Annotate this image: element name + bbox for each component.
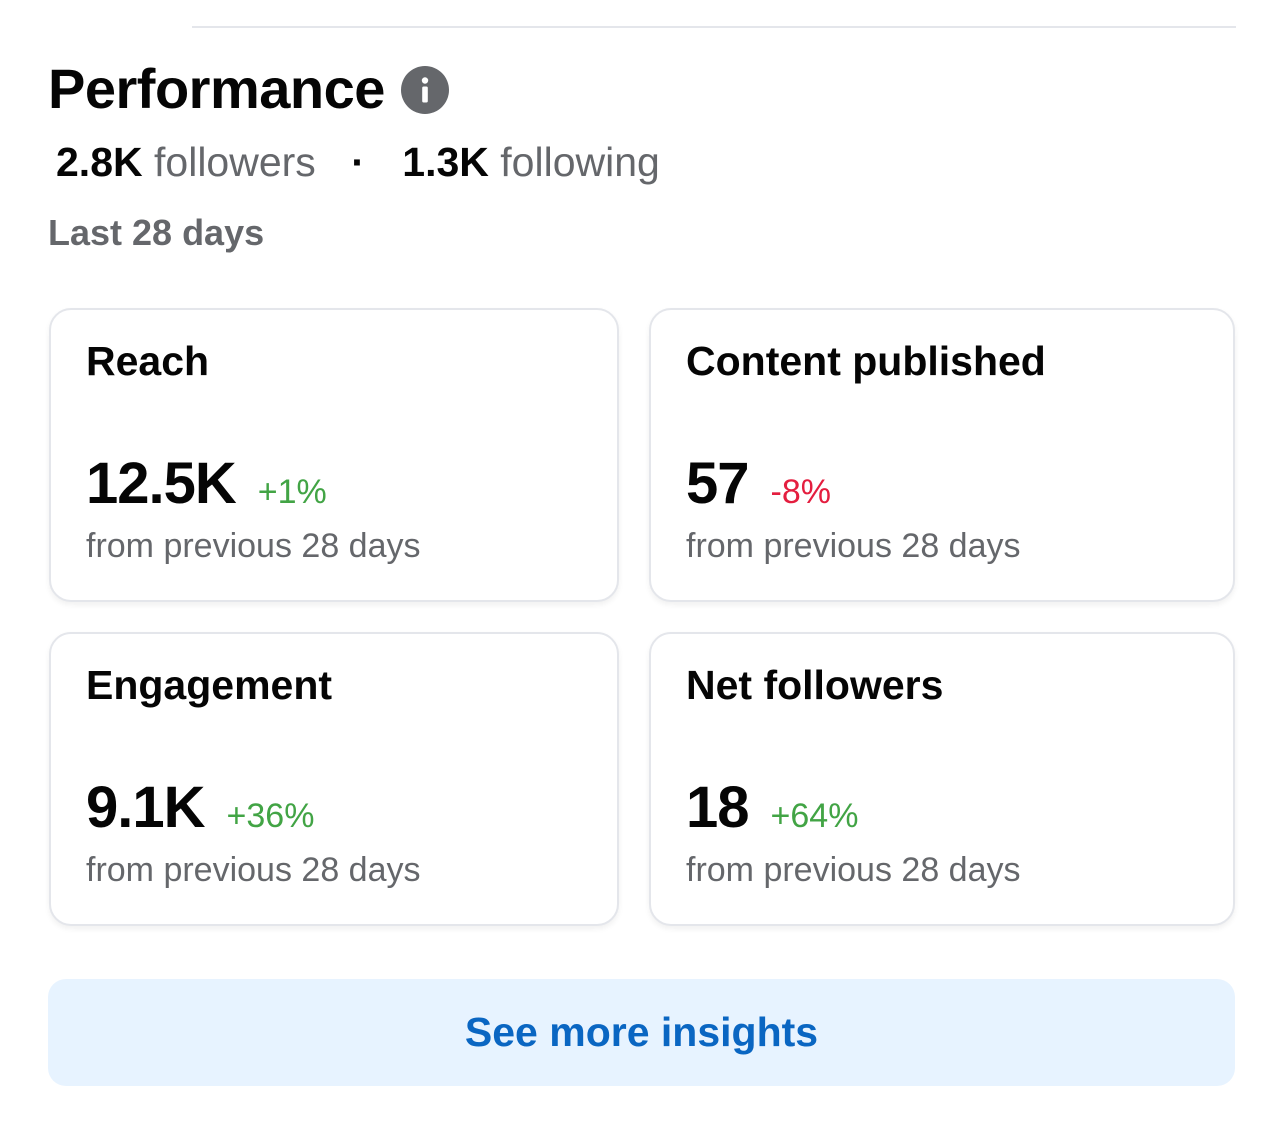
- change-indicator: +64%: [770, 797, 859, 835]
- followers-label: followers: [154, 139, 316, 185]
- card-title: Content published: [686, 338, 1046, 384]
- card-value: 12.5K: [86, 451, 237, 516]
- net-followers-card[interactable]: Net followers 18 +64% from previous 28 d…: [649, 632, 1235, 926]
- followers-count: 2.8K: [56, 139, 143, 185]
- performance-header: Performance: [48, 52, 449, 126]
- change-indicator: +36%: [226, 797, 315, 835]
- card-value: 9.1K: [86, 775, 206, 840]
- card-title: Reach: [86, 338, 210, 384]
- card-subtext: from previous 28 days: [86, 527, 421, 565]
- period-label: Last 28 days: [48, 212, 265, 253]
- card-value-row: 18 +64%: [686, 776, 858, 840]
- card-value-row: 9.1K +36%: [86, 776, 314, 840]
- top-divider: [192, 26, 1236, 28]
- reach-card[interactable]: Reach 12.5K +1% from previous 28 days: [49, 308, 619, 602]
- card-subtext: from previous 28 days: [86, 851, 421, 889]
- change-indicator: -8%: [770, 473, 831, 511]
- engagement-card[interactable]: Engagement 9.1K +36% from previous 28 da…: [49, 632, 619, 926]
- card-subtext: from previous 28 days: [686, 851, 1021, 889]
- card-title: Engagement: [86, 662, 333, 708]
- separator-dot: ·: [351, 139, 365, 185]
- card-value-row: 12.5K +1%: [86, 452, 327, 516]
- title-row: Performance: [48, 52, 449, 126]
- info-icon-glyph: [421, 77, 429, 103]
- card-value: 57: [686, 451, 750, 516]
- card-title: Net followers: [686, 662, 944, 708]
- card-subtext: from previous 28 days: [686, 527, 1021, 565]
- card-value-row: 57 -8%: [686, 452, 831, 516]
- info-icon[interactable]: [400, 66, 449, 114]
- following-count: 1.3K: [402, 139, 489, 185]
- card-value: 18: [686, 775, 750, 840]
- page-title: Performance: [48, 57, 385, 120]
- change-indicator: +1%: [257, 473, 327, 511]
- follow-stats: 2.8K followers · 1.3K following: [56, 136, 660, 188]
- see-more-insights-button[interactable]: See more insights: [48, 979, 1235, 1086]
- content-published-card[interactable]: Content published 57 -8% from previous 2…: [649, 308, 1235, 602]
- following-label: following: [500, 139, 660, 185]
